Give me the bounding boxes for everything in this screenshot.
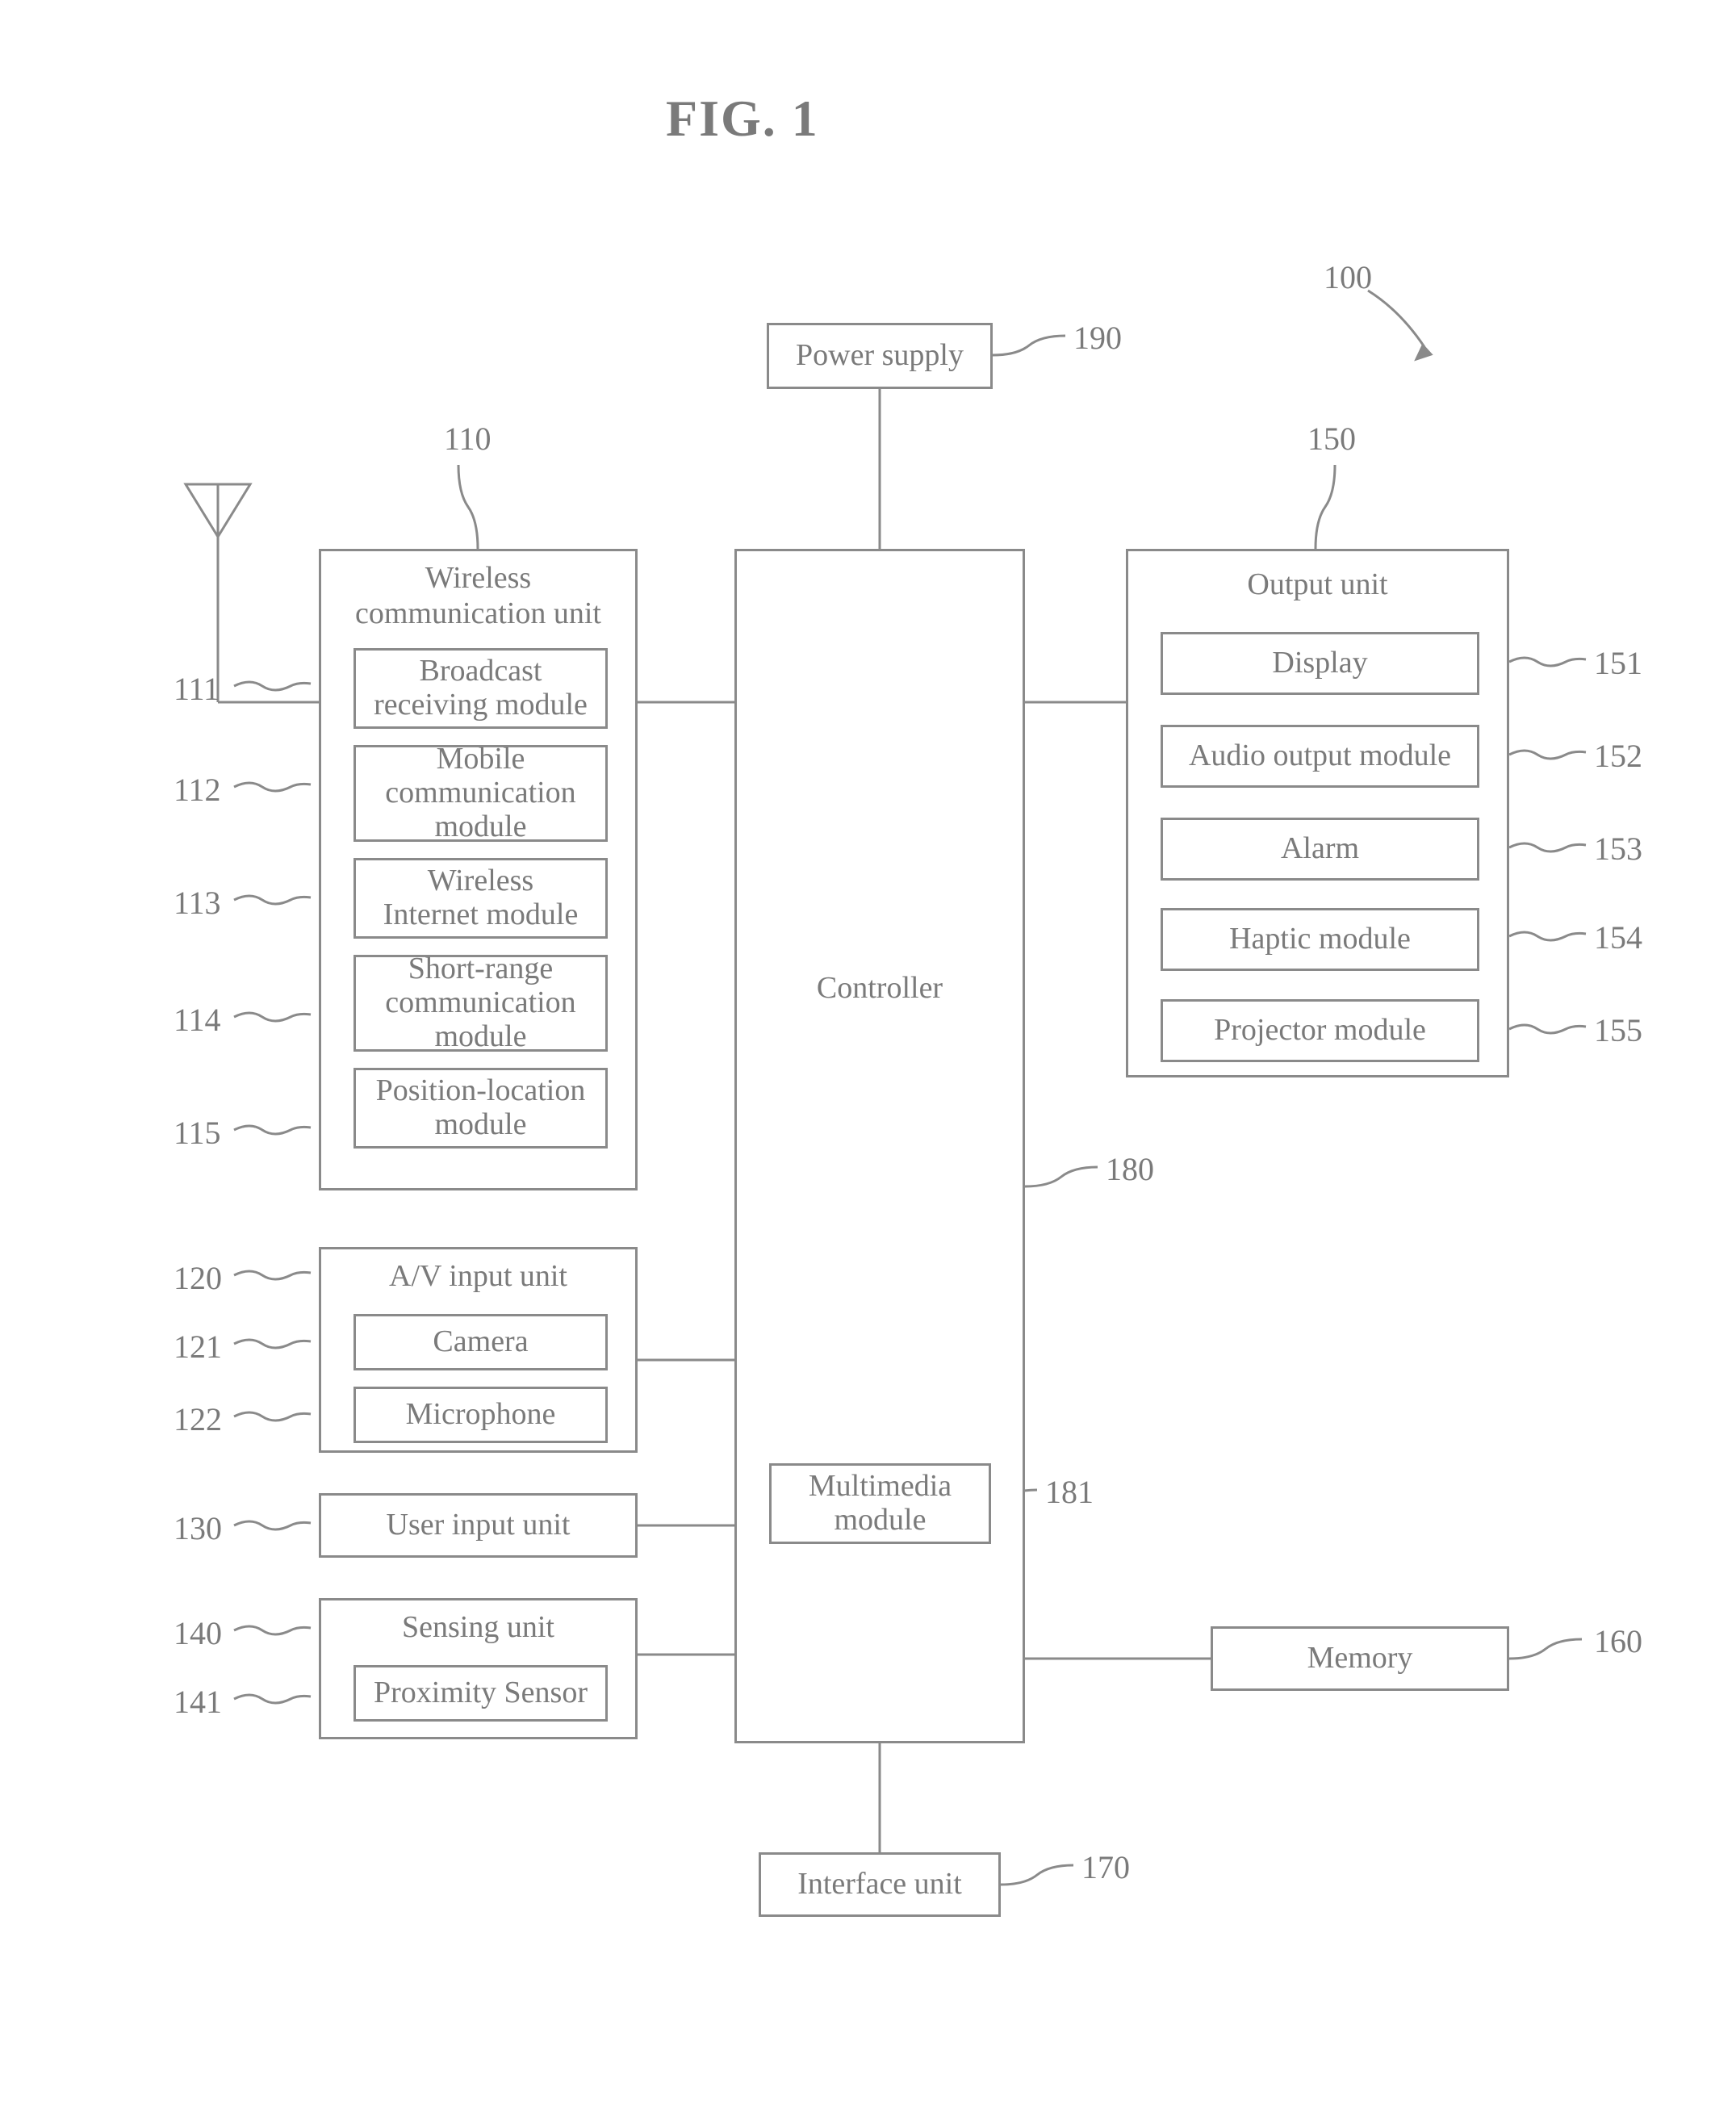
- ref-111: 111: [174, 670, 220, 708]
- block-output-item-1: Audio output module: [1161, 725, 1479, 788]
- block-user-input: User input unit: [319, 1493, 638, 1558]
- block-sensing: Sensing unit Proximity Sensor: [319, 1598, 638, 1739]
- ref-112: 112: [174, 771, 221, 809]
- block-output: Output unit Display Audio output module …: [1126, 549, 1509, 1077]
- ref-140: 140: [174, 1614, 222, 1652]
- block-output-item-4: Projector module: [1161, 999, 1479, 1062]
- ref-114: 114: [174, 1001, 221, 1039]
- block-wcu-item-2: WirelessInternet module: [353, 858, 608, 939]
- ref-190: 190: [1073, 319, 1122, 357]
- block-wcu: Wirelesscommunication unit Broadcastrece…: [319, 549, 638, 1190]
- block-av-item-0: Camera: [353, 1314, 608, 1370]
- diagram-canvas: FIG. 1: [0, 0, 1736, 2113]
- ref-115: 115: [174, 1114, 221, 1152]
- ref-153: 153: [1594, 830, 1642, 868]
- ref-155: 155: [1594, 1011, 1642, 1049]
- block-output-item-3: Haptic module: [1161, 908, 1479, 971]
- ref-120: 120: [174, 1259, 222, 1297]
- block-wcu-item-0: Broadcastreceiving module: [353, 648, 608, 729]
- ref-130: 130: [174, 1509, 222, 1547]
- block-controller: Controller Multimediamodule: [734, 549, 1025, 1743]
- block-multimedia: Multimediamodule: [769, 1463, 991, 1544]
- ref-181: 181: [1045, 1473, 1094, 1511]
- block-memory: Memory: [1211, 1626, 1509, 1691]
- block-av-item-1: Microphone: [353, 1387, 608, 1443]
- label-av: A/V input unit: [321, 1259, 635, 1295]
- ref-110: 110: [444, 420, 492, 458]
- label-wcu: Wirelesscommunication unit: [321, 561, 635, 631]
- ref-154: 154: [1594, 918, 1642, 956]
- label-controller: Controller: [737, 971, 1023, 1006]
- ref-121: 121: [174, 1328, 222, 1366]
- ref-141: 141: [174, 1683, 222, 1721]
- block-output-item-0: Display: [1161, 632, 1479, 695]
- ref-122: 122: [174, 1400, 222, 1438]
- ref-151: 151: [1594, 644, 1642, 682]
- ref-150: 150: [1307, 420, 1356, 458]
- label-user-input: User input unit: [321, 1496, 635, 1555]
- block-wcu-item-3: Short-range communicationmodule: [353, 955, 608, 1052]
- ref-160: 160: [1594, 1622, 1642, 1660]
- label-interface: Interface unit: [761, 1855, 998, 1914]
- block-wcu-item-1: Mobile communicationmodule: [353, 745, 608, 842]
- label-output: Output unit: [1128, 567, 1507, 603]
- ref-170: 170: [1081, 1848, 1130, 1886]
- block-power-supply: Power supply: [767, 323, 993, 389]
- block-sensing-item-0: Proximity Sensor: [353, 1665, 608, 1722]
- label-memory: Memory: [1213, 1629, 1507, 1688]
- block-av: A/V input unit Camera Microphone: [319, 1247, 638, 1453]
- label-multimedia: Multimediamodule: [809, 1470, 952, 1538]
- label-power: Power supply: [769, 325, 990, 387]
- ref-113: 113: [174, 884, 221, 922]
- label-sensing: Sensing unit: [321, 1610, 635, 1646]
- block-wcu-item-4: Position-locationmodule: [353, 1068, 608, 1149]
- ref-152: 152: [1594, 737, 1642, 775]
- ref-100: 100: [1324, 258, 1372, 296]
- block-interface: Interface unit: [759, 1852, 1001, 1917]
- ref-180: 180: [1106, 1150, 1154, 1188]
- block-output-item-2: Alarm: [1161, 818, 1479, 881]
